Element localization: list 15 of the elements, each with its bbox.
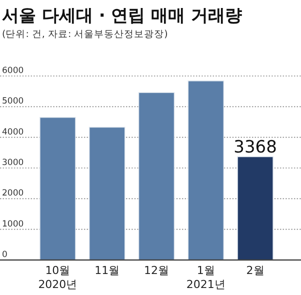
subtitle: (단위: 건, 자료: 서울부동산정보광장) bbox=[2, 29, 168, 40]
y-tick-label: 5000 bbox=[2, 96, 24, 107]
y-tick-label: 4000 bbox=[2, 127, 24, 138]
y-tick-label: 1000 bbox=[2, 219, 24, 230]
x-tick-label: 1월 2021년 bbox=[186, 264, 226, 291]
y-tick-label: 0 bbox=[2, 250, 8, 260]
x-tick-label: 10월 2020년 bbox=[38, 264, 78, 291]
y-tick-label: 3000 bbox=[2, 158, 24, 168]
x-tick-label: 11월 bbox=[94, 264, 120, 277]
data-label: 3368 bbox=[234, 138, 277, 158]
x-tick-label: 12월 bbox=[144, 264, 169, 277]
y-tick-label: 6000 bbox=[2, 66, 24, 76]
title: 서울 다세대 · 연립 매매 거래량 bbox=[2, 6, 242, 26]
y-tick-label: 2000 bbox=[2, 188, 24, 199]
x-tick-label: 2월 bbox=[246, 264, 264, 277]
